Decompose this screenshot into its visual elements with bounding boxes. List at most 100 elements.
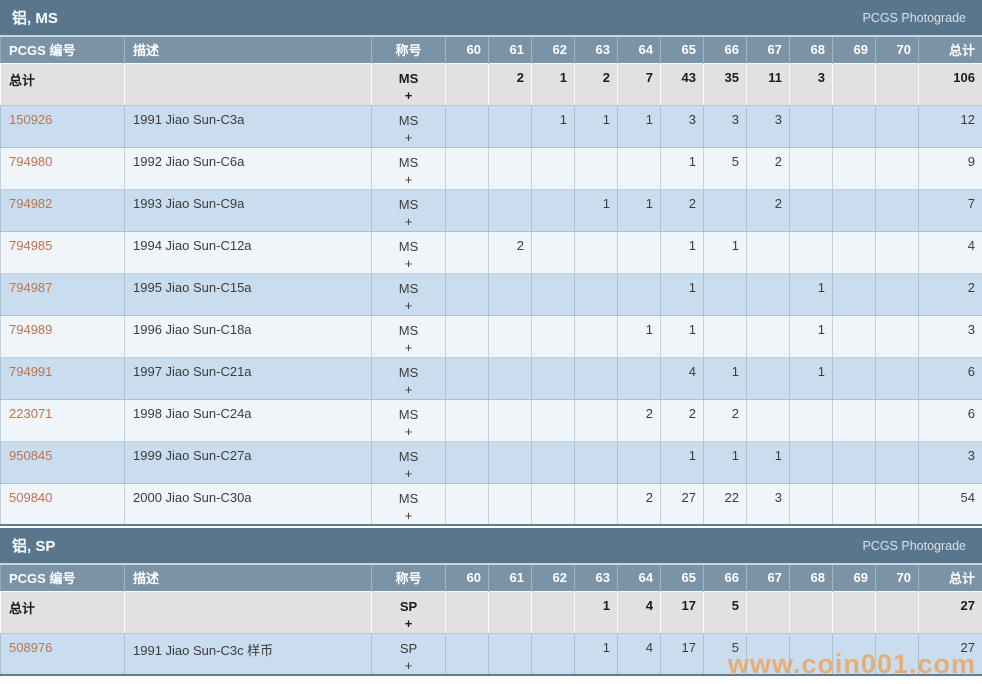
designation-label: MS: [398, 406, 419, 422]
column-header-grade-69: 69: [832, 565, 876, 591]
designation-label: MS: [398, 70, 419, 86]
grade-count-cell-68: [789, 632, 833, 676]
designation-plus: +: [404, 615, 413, 631]
grade-count-cell-67: [746, 398, 790, 442]
column-header-grade-66: 66: [703, 565, 747, 591]
pcgs-number-link[interactable]: 794987: [9, 279, 53, 295]
grade-count-cell-64: 2: [617, 482, 661, 526]
designation-cell: SP +: [371, 590, 446, 634]
column-header-description: 描述: [124, 565, 372, 591]
designation-plus: +: [404, 87, 413, 103]
grade-count-cell-61: 2: [488, 62, 532, 106]
grade-count-cell-61: [488, 398, 532, 442]
grade-count-cell-69: [832, 482, 876, 526]
grade-count-cell-60: [445, 188, 489, 232]
designation-plus: +: [404, 657, 413, 673]
table-row: 508976 1991 Jiao Sun-C3c 样币 SP +1 4 17 5 27: [0, 632, 982, 676]
grade-count-cell-61: [488, 482, 532, 526]
pcgs-number-link[interactable]: 150926: [9, 111, 53, 127]
pcgs-number-cell: 509840: [0, 482, 125, 526]
designation-cell: MS +: [371, 356, 446, 400]
column-header-grade-63: 63: [574, 565, 618, 591]
grade-count-cell-67: 1: [746, 440, 790, 484]
column-header-grade-63: 63: [574, 37, 618, 63]
grade-count-cell-70: [875, 188, 919, 232]
grade-count-cell-70: [875, 590, 919, 634]
description-cell: 1991 Jiao Sun-C3c 样币: [124, 632, 372, 676]
table-row: 794982 1993 Jiao Sun-C9a MS +1 1 2 2 7: [0, 188, 982, 232]
grade-count-cell-68: [789, 482, 833, 526]
pcgs-number-link[interactable]: 508976: [9, 639, 53, 655]
population-table-ms: PCGS 编号 描述 称号 60 61 62 63 64 65 66 67 68 69 70 总计 总计 MS +…: [0, 37, 982, 526]
grade-count-cell-63: 1: [574, 632, 618, 676]
photograde-link[interactable]: PCGS Photograde: [862, 10, 966, 25]
column-header-pcgs-number: PCGS 编号: [0, 37, 125, 63]
grade-count-cell-66: 2: [703, 398, 747, 442]
designation-plus: +: [404, 465, 413, 481]
designation-label: MS: [398, 448, 419, 464]
column-header-grade-64: 64: [617, 37, 661, 63]
grade-count-cell-60: [445, 314, 489, 358]
pcgs-number-link[interactable]: 794980: [9, 153, 53, 169]
grade-count-cell-70: [875, 440, 919, 484]
description-cell: 1997 Jiao Sun-C21a: [124, 356, 372, 400]
grade-count-cell-69: [832, 188, 876, 232]
grade-count-cell-66: 22: [703, 482, 747, 526]
grade-count-cell-66: 5: [703, 590, 747, 634]
designation-plus: +: [404, 129, 413, 145]
grade-count-cell-64: 7: [617, 62, 661, 106]
grade-count-cell-70: [875, 104, 919, 148]
pcgs-number-link[interactable]: 794982: [9, 195, 53, 211]
pcgs-number-link[interactable]: 509840: [9, 489, 53, 505]
grade-count-cell-65: 17: [660, 590, 704, 634]
grade-count-cell-68: 1: [789, 356, 833, 400]
designation-plus: +: [404, 339, 413, 355]
grade-count-cell-69: [832, 632, 876, 676]
description-cell: [124, 590, 372, 634]
total-row-label: 总计: [0, 590, 125, 634]
grade-count-cell-63: [574, 440, 618, 484]
grade-count-cell-64: 4: [617, 590, 661, 634]
description-cell: 1999 Jiao Sun-C27a: [124, 440, 372, 484]
grade-count-cell-67: 11: [746, 62, 790, 106]
grade-count-cell-60: [445, 272, 489, 316]
pcgs-number-link[interactable]: 794991: [9, 363, 53, 379]
designation-cell: MS +: [371, 482, 446, 526]
pcgs-number-link[interactable]: 794989: [9, 321, 53, 337]
grade-count-cell-66: [703, 272, 747, 316]
grade-count-cell-62: [531, 188, 575, 232]
designation-label: MS: [398, 364, 419, 380]
grade-count-cell-60: [445, 230, 489, 274]
column-header-grade-66: 66: [703, 37, 747, 63]
grade-count-cell-68: [789, 104, 833, 148]
grade-count-cell-65: 2: [660, 188, 704, 232]
grade-count-cell-62: [531, 230, 575, 274]
column-header-grade-65: 65: [660, 565, 704, 591]
description-cell: 1996 Jiao Sun-C18a: [124, 314, 372, 358]
description-cell: 1992 Jiao Sun-C6a: [124, 146, 372, 190]
table-row: 794980 1992 Jiao Sun-C6a MS +1 5 2 9: [0, 146, 982, 190]
grade-count-cell-66: 5: [703, 146, 747, 190]
pcgs-number-cell: 150926: [0, 104, 125, 148]
row-total-cell: 2: [918, 272, 982, 316]
grade-count-cell-70: [875, 230, 919, 274]
grade-count-cell-61: [488, 104, 532, 148]
grade-count-cell-60: [445, 632, 489, 676]
grade-count-cell-61: [488, 440, 532, 484]
designation-cell: MS +: [371, 188, 446, 232]
grade-count-cell-60: [445, 482, 489, 526]
pcgs-number-cell: 508976: [0, 632, 125, 676]
pcgs-number-link[interactable]: 794985: [9, 237, 53, 253]
grade-count-cell-70: [875, 62, 919, 106]
pcgs-number-link[interactable]: 223071: [9, 405, 53, 421]
grade-count-cell-65: 2: [660, 398, 704, 442]
designation-label: MS: [398, 490, 419, 506]
column-header-grade-61: 61: [488, 565, 532, 591]
pcgs-number-link[interactable]: 950845: [9, 447, 53, 463]
photograde-link[interactable]: PCGS Photograde: [862, 538, 966, 553]
grade-count-cell-70: [875, 272, 919, 316]
grade-count-cell-64: 2: [617, 398, 661, 442]
table-row: 509840 2000 Jiao Sun-C30a MS +2 27 22 3 54: [0, 482, 982, 526]
designation-label: MS: [398, 322, 419, 338]
